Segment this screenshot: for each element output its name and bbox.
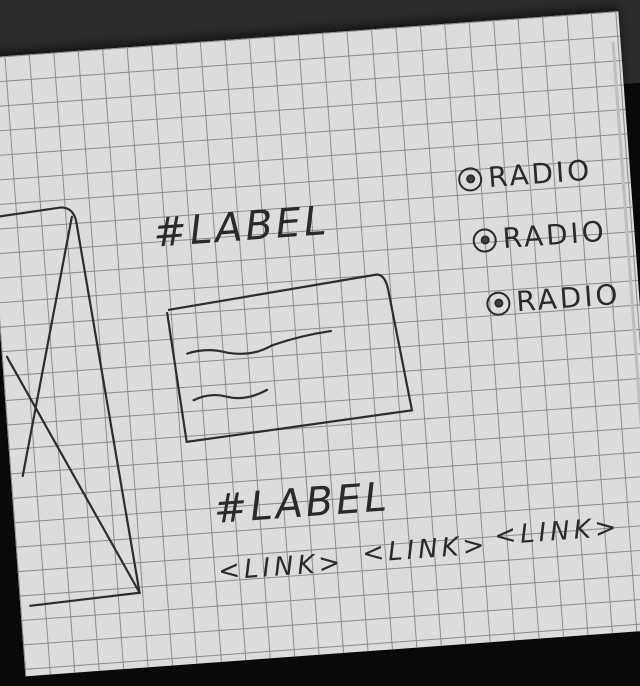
radio-circle-icon[interactable] [471,227,498,253]
image-placeholder-cross-line [21,215,73,478]
radio-circle-icon[interactable] [457,166,484,192]
radio-circle-icon[interactable] [485,290,512,317]
image-placeholder-cross-line [5,355,141,594]
textarea-sketch [166,273,414,444]
image-placeholder-icon [0,206,414,607]
graph-paper-sheet: #LABEL #LABEL RADIO RADIO RADIO <LINK> <… [0,11,640,677]
photo-scene: #LABEL #LABEL RADIO RADIO RADIO <LINK> <… [0,0,640,640]
image-placeholder-frame [0,206,141,607]
